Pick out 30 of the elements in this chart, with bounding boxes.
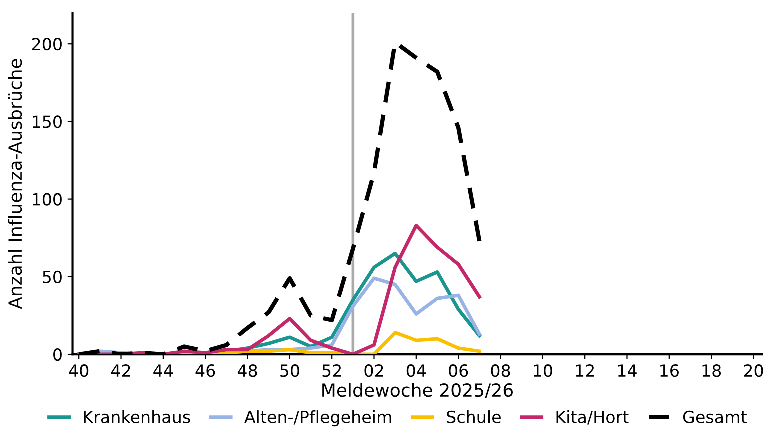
y-axis-title: Anzahl Influenza-Ausbrüche [8,59,22,310]
y-tick-label: 0 [54,348,62,362]
x-axis-title: Meldewoche 2025/26 [322,383,513,399]
legend-label: Schule [447,410,501,424]
x-tick-label: 52 [322,364,342,378]
legend-label: Krankenhaus [84,410,190,424]
line-series [77,224,482,355]
y-tick-label: 50 [43,270,62,284]
legend-label: Alten-/Pflegeheim [244,410,392,427]
x-tick-label: 42 [111,364,130,377]
legend-label: Kita/Hort [556,410,629,425]
x-tick-label: 48 [238,364,258,378]
x-tick-label: 12 [576,364,594,377]
x-tick-label: 14 [618,364,637,377]
x-tick-label: 08 [491,364,510,378]
y-tick-label: 100 [33,193,62,206]
x-tick-label: 04 [406,364,426,378]
x-tick-label: 44 [154,364,174,377]
legend-label: Gesamt [683,410,747,424]
x-tick-label: 06 [449,364,468,378]
x-tick-label: 02 [364,364,384,378]
x-tick-label: 16 [660,364,679,378]
y-tick-label: 200 [32,38,62,51]
x-tick-label: 50 [280,364,300,378]
x-tick-label: 20 [744,364,764,378]
x-tick-label: 46 [196,364,216,378]
x-tick-label: 18 [702,364,722,378]
x-tick-label: 40 [69,364,89,378]
y-tick-label: 150 [33,116,62,128]
x-tick-label: 10 [534,364,552,378]
